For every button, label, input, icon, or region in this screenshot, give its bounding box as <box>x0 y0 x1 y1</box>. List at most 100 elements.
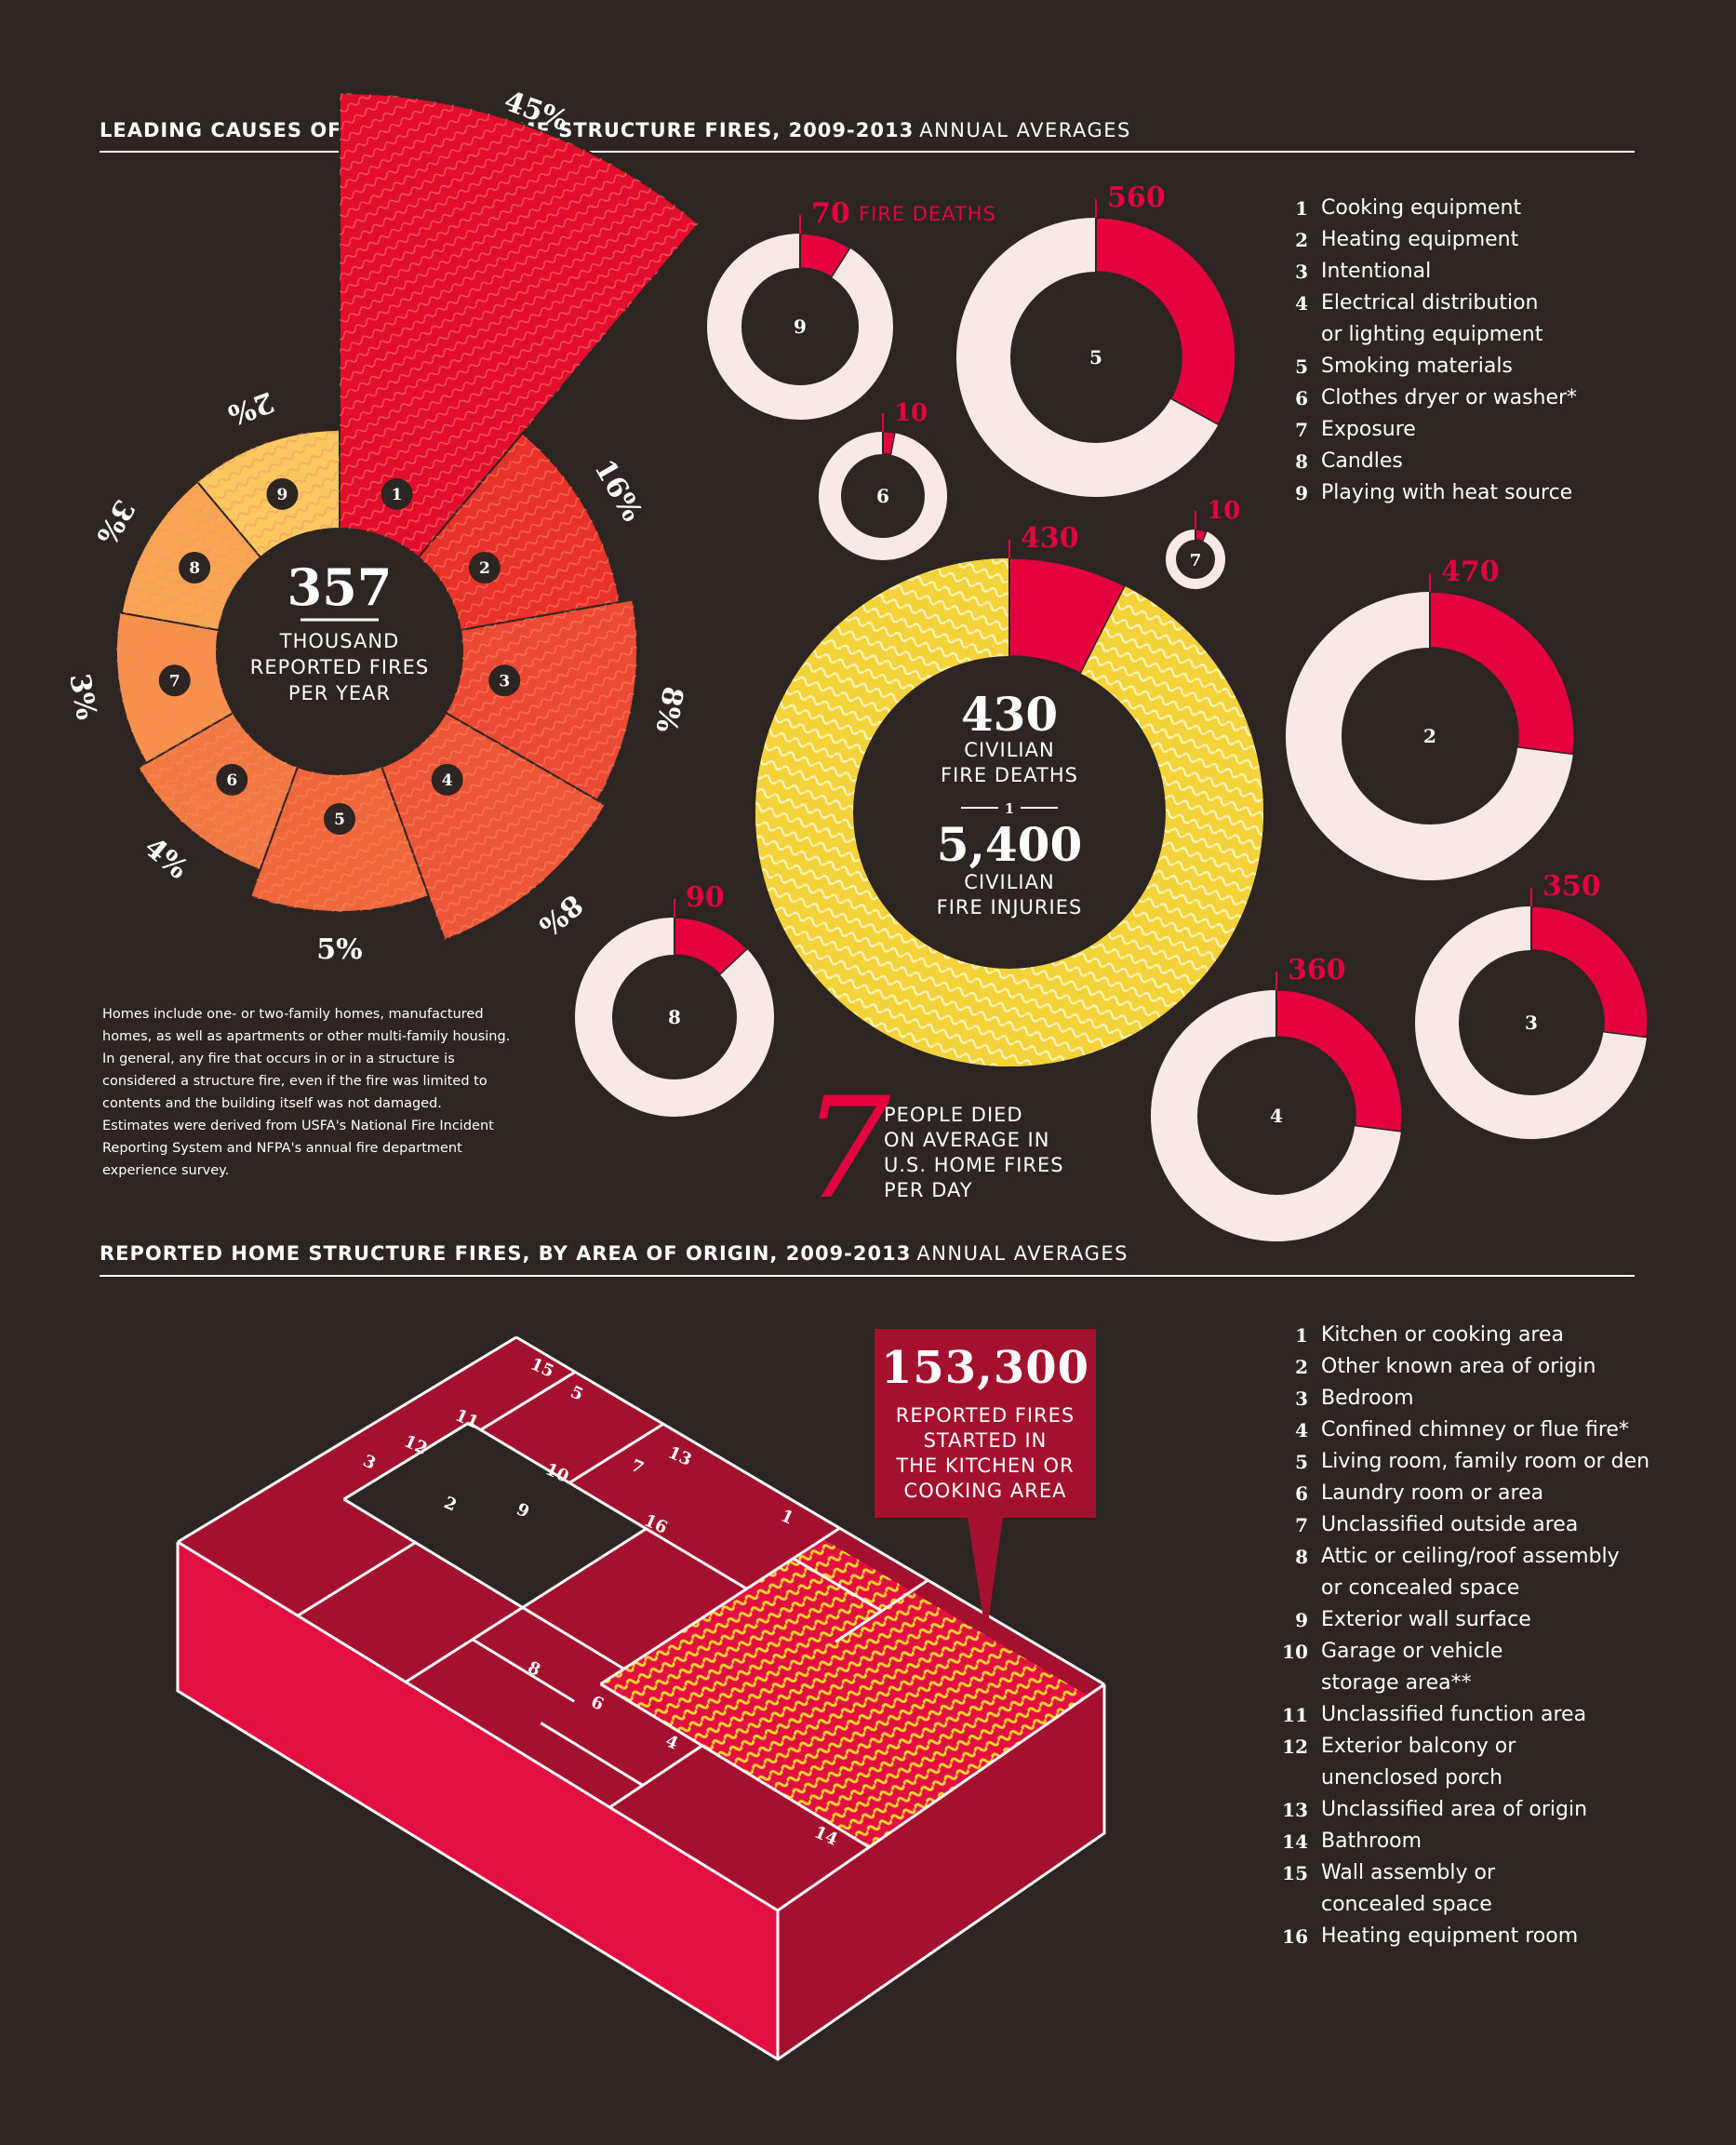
area-legend-item-12: 12 Exterior balcony or unenclosed porch <box>1282 1731 1649 1794</box>
deaths-ring-label-7: 7 <box>1190 551 1202 570</box>
plan-wall-line <box>515 1335 1105 1686</box>
plan-wall-line <box>568 1422 664 1484</box>
deaths-center-label-line: FIRE DEATHS <box>941 764 1078 786</box>
cause-legend-item-number: 3 <box>1295 261 1308 283</box>
area-legend-item-13: 13 Unclassified area of origin <box>1282 1794 1649 1826</box>
cause-badge-1 <box>381 477 413 510</box>
cause-badge-label-4: 4 <box>442 771 453 790</box>
area-legend-item-number: 1 <box>1295 1324 1308 1347</box>
methodology-note: Homes include one- or two-family homes, … <box>102 1007 511 1178</box>
deaths-value-7: 10 <box>1207 497 1240 525</box>
deaths-segment-5 <box>1095 217 1236 426</box>
section-title-area: REPORTED HOME STRUCTURE FIRES, BY AREA O… <box>100 1242 1128 1265</box>
cause-badge-label-7: 7 <box>169 672 180 690</box>
cause-center-value: 357 <box>287 557 393 617</box>
cause-center-label-line: THOUSAND <box>279 630 399 652</box>
cause-badge-4 <box>431 763 463 796</box>
deaths-center-label-line: CIVILIAN <box>964 739 1054 761</box>
area-legend-item-label: Attic or ceiling/roof assembly or concea… <box>1321 1545 1620 1600</box>
area-legend-item-number: 15 <box>1282 1862 1308 1884</box>
plan-wall-line <box>297 1541 417 1617</box>
plan-wall-line <box>540 1722 644 1787</box>
plan-room-1-floor <box>600 1538 1088 1847</box>
area-legend-item-label: Confined chimney or flue fire* <box>1321 1418 1629 1441</box>
cause-badge-label-5: 5 <box>334 811 345 829</box>
area-legend-item-9: 9 Exterior wall surface <box>1282 1604 1649 1636</box>
plan-wall-line <box>792 1557 883 1613</box>
deaths-ring-label-9: 9 <box>794 315 807 338</box>
areas-legend: 1 Kitchen or cooking area 2 Other known are… <box>1282 1320 1649 1952</box>
kitchen-callout-value: 153,300 <box>880 1342 1090 1394</box>
deaths-value-6: 10 <box>894 399 928 427</box>
deaths-segment-3 <box>1530 905 1649 1039</box>
cause-badge-5 <box>324 803 355 835</box>
area-legend-item-11: 11 Unclassified function area <box>1282 1699 1649 1731</box>
cause-pct-label-4: 8% <box>532 888 588 943</box>
cause-badge-label-2: 2 <box>479 559 490 578</box>
cause-legend-item-label: Playing with heat source <box>1321 481 1573 504</box>
area-legend-item-number: 7 <box>1295 1514 1308 1536</box>
injuries-ring-fill <box>754 558 1263 1066</box>
area-legend-item-3: 3 Bedroom <box>1282 1383 1649 1414</box>
cause-badge-7 <box>158 664 191 697</box>
plan-wall-line <box>608 1744 703 1809</box>
plan-wall-line <box>479 1371 576 1431</box>
plan-wall-line <box>177 1540 779 1912</box>
plan-courtyard <box>343 1422 647 1608</box>
deaths-ring-label-3: 3 <box>1525 1012 1538 1034</box>
deaths-value-4: 360 <box>1288 954 1346 986</box>
area-legend-item-label: Kitchen or cooking area <box>1321 1323 1565 1347</box>
title-rule-2 <box>100 1275 1635 1277</box>
deaths-rings-chart: 430 470 2 350 3 360 4 560 5 10 6 10 7 90 8 70 9 FIRE DEAT… <box>575 181 1649 1241</box>
cause-legend-item-number: 5 <box>1295 355 1308 378</box>
area-legend-item-7: 7 Unclassified outside area <box>1282 1509 1649 1541</box>
deaths-segment-7 <box>1195 529 1208 543</box>
area-legend-item-label: Unclassified area of origin <box>1321 1798 1588 1821</box>
cause-sector-texture-2 <box>418 433 621 631</box>
deaths-value-2: 470 <box>1441 556 1500 588</box>
plan-wall-line <box>599 1526 841 1685</box>
area-legend-item-label: Exterior wall surface <box>1321 1608 1531 1631</box>
deaths-ring-label-8: 8 <box>668 1006 681 1028</box>
cause-legend-item-number: 7 <box>1295 419 1308 441</box>
cause-badge-label-9: 9 <box>277 486 288 504</box>
plan-wall-line <box>599 1682 871 1849</box>
cause-legend-item-label: Clothes dryer or washer* <box>1321 386 1578 409</box>
deaths-annotation: FIRE DEATHS <box>859 203 996 225</box>
plan-wall-line <box>521 1527 648 1609</box>
causes-legend: 1 Cooking equipment 2 Heating equipment 3 Int… <box>1282 193 1577 509</box>
deaths-segment-1 <box>1008 557 1126 675</box>
deaths-ring-label-2: 2 <box>1423 725 1436 747</box>
cause-sector-texture-3 <box>446 599 637 800</box>
deaths-ring-label-4: 4 <box>1270 1105 1283 1127</box>
deaths-value-1: 430 <box>1021 522 1079 555</box>
area-legend-item-number: 5 <box>1295 1451 1308 1473</box>
area-legend-item-4: 4 Confined chimney or flue fire* <box>1282 1414 1649 1446</box>
cause-badge-2 <box>468 552 501 583</box>
area-legend-item-6: 6 Laundry room or area <box>1282 1478 1649 1509</box>
area-legend-item-number: 11 <box>1282 1704 1308 1726</box>
cause-pct-label-8: 3% <box>89 494 140 550</box>
cause-legend-item-label: Exposure <box>1321 418 1416 441</box>
cause-badge-label-3: 3 <box>499 672 510 690</box>
area-legend-item-15: 15 Wall assembly or concealed space <box>1282 1857 1649 1921</box>
causes-polar-chart: 145%216%38%48%55%64%73%83% 92%357THOUSAND… <box>62 85 701 966</box>
cause-badge-3 <box>488 664 521 697</box>
deaths-value-8: 90 <box>686 881 725 914</box>
area-legend-item-label: Heating equipment room <box>1321 1924 1579 1948</box>
plan-wall-line <box>177 1335 517 1544</box>
area-legend-item-number: 16 <box>1282 1925 1308 1948</box>
plan-wall-front-right <box>778 1684 1104 2059</box>
plan-wall-front-left <box>178 1542 778 2059</box>
area-legend-item-14: 14 Bathroom <box>1282 1826 1649 1857</box>
cause-center-label-line: REPORTED FIRES <box>250 656 430 678</box>
area-legend-item-number: 4 <box>1295 1419 1308 1441</box>
cause-sector-texture-5 <box>250 767 429 912</box>
area-legend-item-8: 8 Attic or ceiling/roof assembly or conce… <box>1282 1541 1649 1604</box>
injuries-center-label-line: CIVILIAN <box>964 871 1054 893</box>
cause-legend-item-number: 6 <box>1295 387 1308 409</box>
cause-legend-item-5: 5 Smoking materials <box>1282 351 1577 382</box>
cause-legend-item-3: 3 Intentional <box>1282 256 1577 288</box>
area-legend-item-label: Wall assembly or concealed space <box>1321 1861 1496 1916</box>
deaths-ring-label-6: 6 <box>876 485 889 507</box>
